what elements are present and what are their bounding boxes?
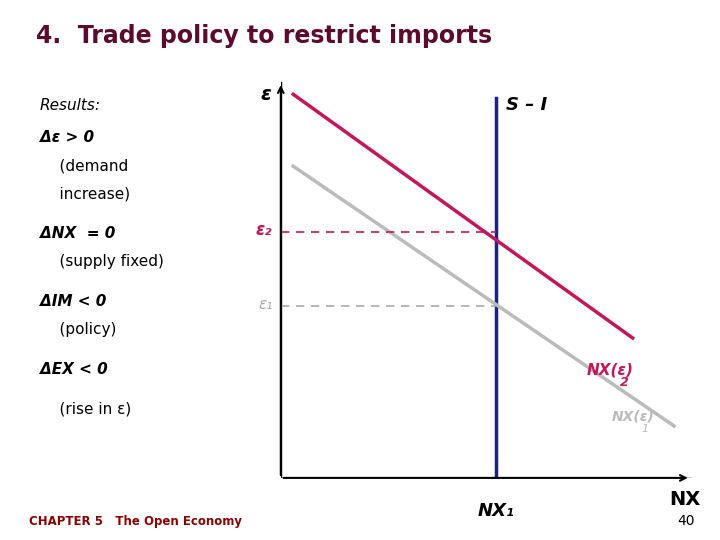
Text: ε₁: ε₁ [258, 296, 273, 312]
Text: ΔNX  = 0: ΔNX = 0 [40, 226, 115, 241]
Text: (supply fixed): (supply fixed) [40, 254, 164, 269]
Text: 40: 40 [678, 514, 695, 528]
Text: increase): increase) [40, 186, 130, 201]
Text: ΔIM < 0: ΔIM < 0 [40, 294, 107, 309]
Text: Results:: Results: [40, 98, 101, 113]
Text: ε₂: ε₂ [256, 221, 273, 239]
Text: 1: 1 [642, 424, 649, 434]
Text: Δε > 0: Δε > 0 [40, 130, 94, 145]
Text: ΔEX < 0: ΔEX < 0 [40, 362, 108, 377]
Text: NX₁: NX₁ [477, 502, 515, 520]
Text: 4.  Trade policy to restrict imports: 4. Trade policy to restrict imports [36, 24, 492, 48]
Text: ε: ε [261, 85, 271, 104]
Text: S – I: S – I [506, 96, 548, 114]
Text: (demand: (demand [40, 158, 128, 173]
Text: CHAPTER 5   The Open Economy: CHAPTER 5 The Open Economy [29, 515, 242, 528]
Text: 2: 2 [619, 376, 629, 389]
Text: NX: NX [669, 490, 700, 509]
Text: (rise in ε): (rise in ε) [40, 402, 131, 417]
Text: NX(ε): NX(ε) [588, 362, 634, 377]
Text: (policy): (policy) [40, 322, 117, 337]
Text: NX(ε): NX(ε) [612, 410, 655, 424]
